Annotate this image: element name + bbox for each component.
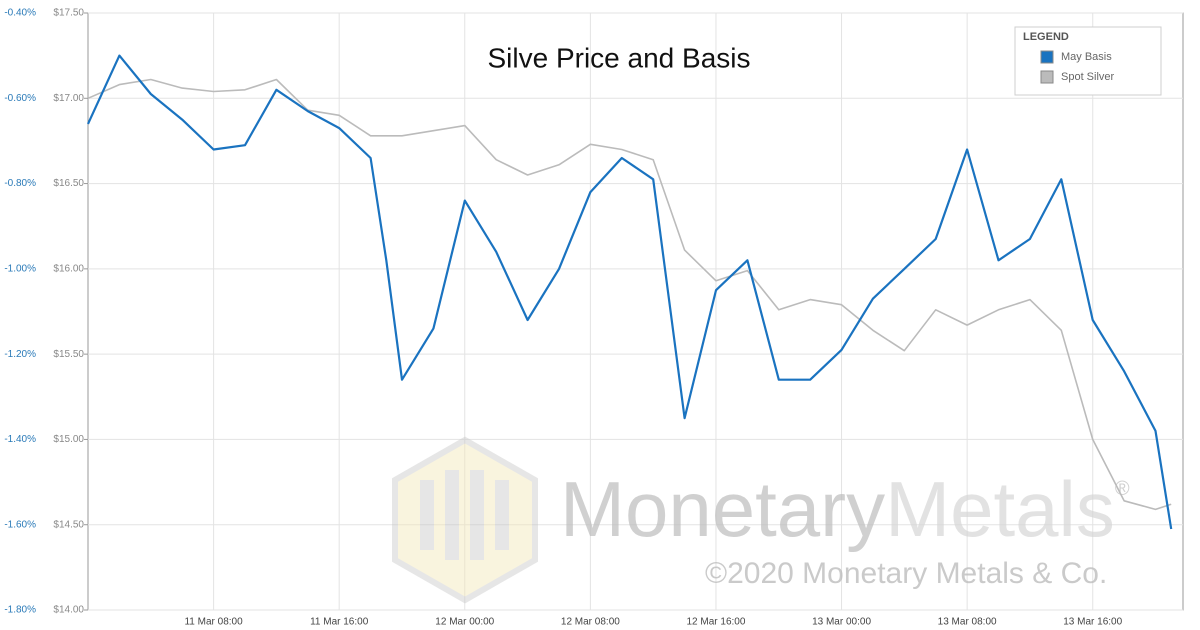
x-tick-label: 13 Mar 00:00 bbox=[812, 617, 871, 628]
series-line bbox=[87, 54, 1173, 530]
x-tick-label: 11 Mar 08:00 bbox=[184, 617, 243, 628]
series-line bbox=[87, 78, 1172, 511]
watermark-logo bbox=[392, 436, 538, 604]
logo-bar bbox=[445, 470, 459, 560]
y-tick-label: -1.00% bbox=[4, 263, 36, 274]
x-tick-label: 13 Mar 08:00 bbox=[938, 617, 997, 628]
watermark-brand-first: Monetary bbox=[560, 465, 885, 553]
chart-title: Silve Price and Basis bbox=[487, 42, 750, 73]
legend-box bbox=[1014, 26, 1162, 96]
watermark-registered: ® bbox=[1115, 478, 1130, 500]
grid bbox=[88, 12, 1183, 611]
y-tick-label: -0.60% bbox=[4, 93, 36, 104]
y2-tick-label: $16.00 bbox=[53, 263, 84, 274]
x-tick-label: 12 Mar 00:00 bbox=[435, 617, 494, 628]
y-tick-label: -1.20% bbox=[4, 349, 36, 360]
x-tick-label: 11 Mar 16:00 bbox=[310, 617, 369, 628]
watermark-brand: MonetaryMetals® bbox=[560, 465, 1130, 553]
legend-label: Spot Silver bbox=[1061, 71, 1115, 83]
x-tick-label: 12 Mar 08:00 bbox=[561, 617, 620, 628]
legend-swatch bbox=[1040, 70, 1054, 84]
y-tick-label: -1.80% bbox=[4, 605, 36, 616]
legend-swatch bbox=[1040, 50, 1054, 64]
watermark-copyright: ©2020 Monetary Metals & Co. bbox=[705, 557, 1107, 590]
y-tick-label: -0.40% bbox=[4, 8, 36, 19]
x-tick-label: 12 Mar 16:00 bbox=[686, 617, 745, 628]
logo-bar bbox=[470, 470, 484, 560]
y2-tick-label: $14.00 bbox=[53, 605, 84, 616]
y-tick-label: -1.40% bbox=[4, 434, 36, 445]
x-tick-label: 13 Mar 16:00 bbox=[1063, 617, 1122, 628]
logo-bar bbox=[495, 480, 509, 550]
y2-tick-label: $17.00 bbox=[53, 93, 84, 104]
y2-tick-label: $15.50 bbox=[53, 349, 84, 360]
legend: LEGEND May Basis Spot Silver bbox=[1014, 26, 1162, 96]
plot-area bbox=[87, 12, 1184, 611]
y2-tick-label: $16.50 bbox=[53, 178, 84, 189]
logo-bar bbox=[420, 480, 434, 550]
logo-hexagon bbox=[392, 436, 538, 604]
legend-title: LEGEND bbox=[1023, 31, 1069, 43]
series-layer bbox=[87, 54, 1173, 530]
legend-label: May Basis bbox=[1061, 51, 1112, 63]
y-tick-label: -0.80% bbox=[4, 178, 36, 189]
y2-tick-label: $17.50 bbox=[53, 8, 84, 19]
y2-tick-label: $14.50 bbox=[53, 519, 84, 530]
y-tick-label: -1.60% bbox=[4, 519, 36, 530]
y2-tick-label: $15.00 bbox=[53, 434, 84, 445]
watermark-brand-second: Metals bbox=[885, 465, 1115, 553]
legend-items: May Basis Spot Silver bbox=[1040, 50, 1115, 84]
